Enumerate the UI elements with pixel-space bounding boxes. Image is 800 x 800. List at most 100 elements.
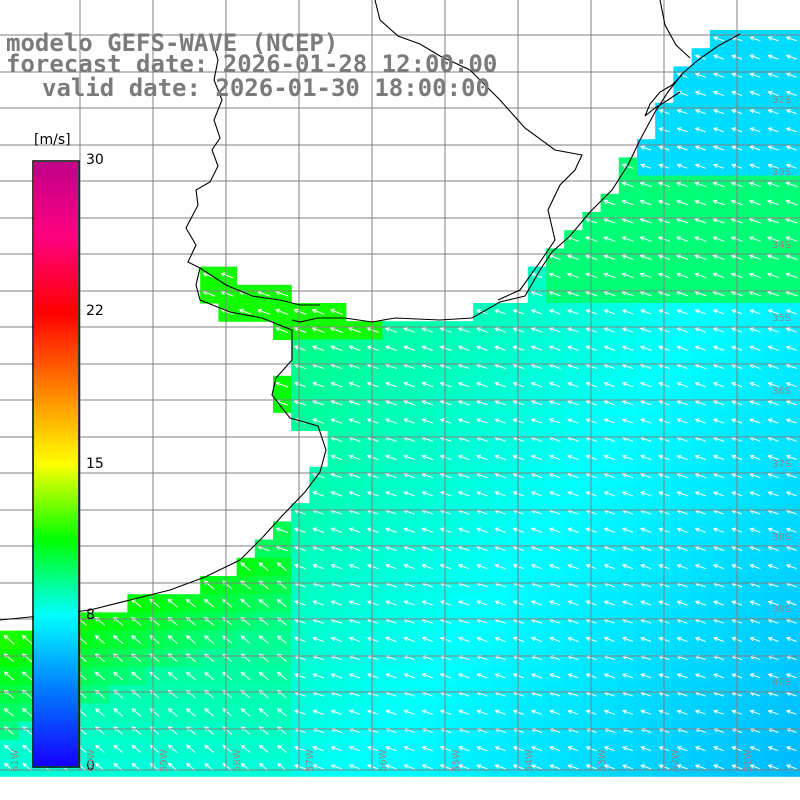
wind-arrow: [185, 708, 196, 717]
wind-arrow: [476, 563, 488, 570]
wind-arrow: [457, 600, 470, 606]
wind-arrow: [530, 327, 543, 333]
wind-arrow: [167, 598, 178, 608]
wind-arrow: [767, 600, 779, 606]
wind-arrow: [530, 454, 543, 461]
wind-arrow: [240, 744, 251, 753]
wind-arrow: [767, 181, 780, 188]
wind-arrow: [694, 473, 706, 479]
wind-arrow: [749, 600, 761, 606]
wind-arrow: [694, 709, 706, 715]
wind-arrow: [366, 600, 379, 606]
wind-arrow: [603, 345, 616, 351]
wind-arrow: [548, 472, 561, 479]
wind-arrow: [512, 454, 525, 461]
wind-arrow: [640, 491, 652, 497]
colorbar-tick-0: 0: [86, 758, 95, 774]
forecast-date: forecast date: 2026-01-28 12:00:00: [6, 50, 498, 78]
wind-arrow: [712, 36, 725, 42]
wind-arrow: [512, 600, 524, 606]
wind-arrow: [457, 563, 470, 570]
wind-arrow: [293, 400, 306, 406]
wind-arrow: [713, 746, 724, 752]
wind-arrow: [512, 527, 525, 533]
wind-arrow: [676, 527, 688, 533]
wind-arrow: [530, 563, 543, 570]
wind-arrow: [204, 744, 214, 753]
wind-arrow: [712, 381, 725, 388]
wind-arrow: [494, 472, 506, 479]
wind-arrow: [640, 709, 652, 715]
wind-arrow: [621, 163, 634, 169]
wind-arrow: [749, 309, 761, 315]
wind-arrow: [639, 381, 652, 388]
wind-arrow: [512, 472, 525, 479]
coastline: [0, 0, 741, 621]
wind-arrow: [549, 563, 561, 570]
wind-arrow: [567, 345, 579, 351]
wind-arrow: [457, 418, 470, 424]
wind-arrow: [676, 418, 688, 424]
wind-arrow: [621, 199, 634, 206]
wind-arrow: [530, 746, 543, 752]
wind-arrow: [603, 746, 615, 752]
wind-arrow: [639, 309, 652, 315]
wind-arrow: [712, 181, 725, 188]
wind-arrow: [330, 400, 343, 406]
wind-arrow: [567, 600, 579, 606]
wind-arrow: [21, 634, 33, 645]
wind-arrow: [403, 327, 416, 333]
wind-arrow: [676, 709, 688, 715]
wind-arrow: [712, 254, 725, 260]
wind-arrow: [567, 709, 579, 715]
coastline-segment: [199, 267, 320, 306]
wind-arrow: [694, 491, 706, 497]
wind-arrow: [94, 671, 106, 681]
wind-arrow: [749, 400, 761, 406]
wind-arrow: [712, 54, 725, 60]
colorbar-tick-30: 30: [86, 152, 104, 168]
wind-arrow: [712, 491, 725, 497]
wind-arrow: [95, 726, 105, 735]
lat-label-40s: 40S: [772, 677, 792, 688]
wind-arrow: [712, 454, 725, 460]
coastline-segment: [374, 0, 441, 57]
wind-arrow: [330, 636, 343, 643]
wind-arrow: [476, 454, 488, 461]
wind-arrow: [767, 145, 779, 151]
wind-arrow: [749, 764, 761, 770]
wind-arrow: [403, 472, 415, 479]
wind-arrow: [640, 472, 652, 479]
wind-arrow: [494, 400, 506, 406]
wind-arrow: [603, 218, 616, 224]
wind-arrow: [621, 600, 634, 606]
wind-arrow: [676, 491, 688, 497]
colorbar: [34, 162, 78, 766]
wind-arrow: [694, 600, 706, 606]
lon-label-57w: 57W: [305, 749, 316, 772]
wind-arrow: [476, 709, 488, 715]
wind-arrow: [767, 72, 779, 78]
wind-arrow: [767, 527, 779, 533]
wind-arrow: [94, 708, 105, 717]
wind-arrow: [767, 400, 779, 406]
wind-arrow: [494, 764, 506, 770]
wind-arrow: [676, 746, 688, 752]
wind-arrow: [458, 745, 470, 752]
wind-arrow: [294, 709, 306, 715]
wind-arrow: [640, 418, 652, 424]
wind-arrow: [567, 636, 579, 643]
wind-arrow: [240, 726, 251, 735]
wind-arrow: [603, 764, 615, 770]
wind-arrow: [530, 381, 543, 388]
wind-arrow: [403, 600, 415, 606]
wind-arrow: [785, 564, 797, 570]
wind-arrow: [749, 36, 761, 42]
wind-arrow: [457, 636, 470, 643]
wind-arrow: [530, 472, 543, 479]
wind-arrow: [439, 527, 452, 533]
wind-arrow: [476, 491, 488, 497]
wind-arrow: [530, 418, 543, 424]
wind-arrow: [603, 236, 616, 242]
wind-arrow: [785, 199, 798, 206]
